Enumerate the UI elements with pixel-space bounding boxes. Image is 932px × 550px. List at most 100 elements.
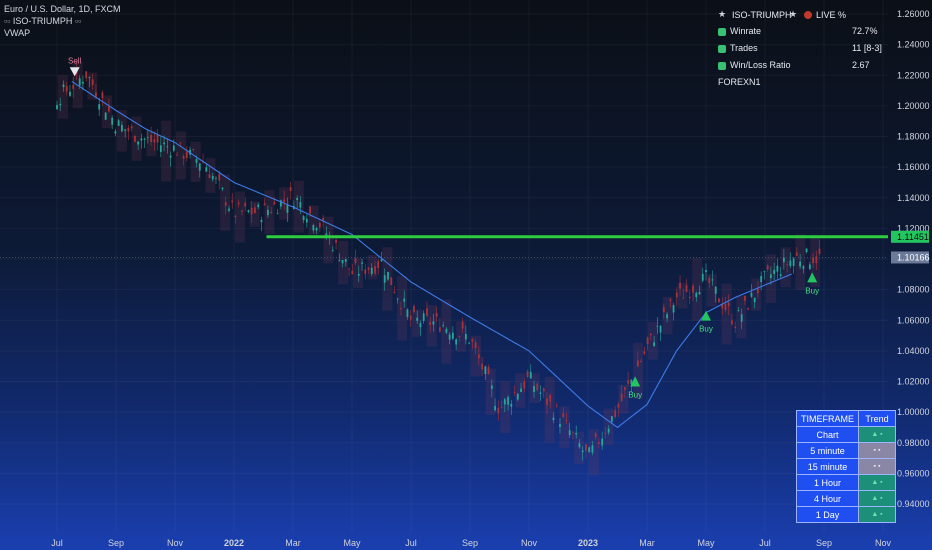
candle-body	[215, 177, 217, 179]
y-tick-label: 1.18000	[897, 132, 930, 142]
candle-body	[296, 198, 299, 201]
candle-body	[211, 176, 214, 180]
candle-body	[354, 258, 357, 263]
candle-body	[250, 207, 253, 215]
candle-body	[383, 275, 386, 283]
buy-arrow-icon	[630, 376, 641, 387]
band-segment	[810, 236, 821, 288]
y-tick-label: 0.94000	[897, 499, 930, 509]
candle-body	[208, 174, 211, 178]
candle-body	[701, 273, 704, 281]
candle-body	[714, 286, 717, 294]
candle-body	[692, 285, 694, 293]
candle-body	[312, 225, 315, 231]
candle-body	[679, 282, 681, 289]
candle-body	[481, 363, 483, 370]
candle-body	[244, 202, 247, 207]
candle-body	[805, 248, 808, 253]
candle-body	[146, 137, 149, 139]
candle-body	[56, 104, 58, 110]
x-tick-label: Nov	[875, 538, 892, 548]
candle-body	[760, 275, 763, 283]
vwap-title[interactable]: VWAP	[4, 28, 31, 38]
sell-arrow-icon	[69, 67, 80, 77]
candle-body	[721, 304, 724, 309]
candle-body	[776, 265, 779, 272]
candle-body	[649, 333, 652, 336]
stats-label: Win/Loss Ratio	[730, 60, 791, 70]
trend-cell-neutral: ▪ ▪	[858, 442, 896, 459]
candle-body	[185, 151, 188, 158]
band-segment	[175, 131, 186, 180]
candle-body	[516, 393, 519, 400]
candle-body	[669, 299, 672, 301]
stats-footer-label: FOREXN1	[718, 77, 761, 87]
x-tick-label: Mar	[285, 538, 301, 548]
candle-body	[688, 296, 691, 299]
candle-body	[95, 92, 97, 97]
candle-body	[724, 304, 727, 310]
signal-label: Sell	[68, 56, 82, 65]
candle-body	[520, 388, 522, 393]
candle-body	[133, 135, 136, 142]
candle-body	[237, 202, 240, 205]
candle-body	[455, 339, 458, 345]
candle-body	[159, 145, 162, 152]
candle-body	[484, 366, 487, 375]
stats-title: ISO-TRIUMPH	[732, 10, 792, 20]
candle-body	[601, 438, 604, 446]
candle-body	[662, 307, 665, 313]
candle-body	[572, 431, 574, 433]
candle-body	[818, 248, 821, 254]
candle-body	[477, 354, 480, 359]
candle-body	[539, 392, 542, 394]
candle-body	[409, 315, 412, 320]
candle-body	[396, 298, 399, 300]
candle-body	[82, 81, 84, 84]
band-segment	[264, 190, 275, 235]
time-axis[interactable]: Jul Sep Nov 2022 Mar May Jul Sep Nov 2023 Mar May Ju…	[51, 538, 891, 548]
candle-body	[672, 305, 675, 313]
band-segment	[692, 258, 703, 322]
table-header-row: TIMEFRAME Trend	[796, 410, 896, 427]
candle-body	[708, 277, 711, 283]
candle-body	[380, 259, 383, 262]
candle-body	[318, 222, 321, 228]
candle-body	[108, 106, 110, 112]
x-tick-label: Sep	[816, 538, 832, 548]
candle-body	[581, 450, 584, 452]
candle-body	[685, 285, 688, 292]
candle-body	[429, 321, 432, 326]
trend-cell-up: ▲ ▪	[858, 490, 896, 507]
stats-row: Trades 11 [8-3]	[718, 42, 888, 59]
indicator-title[interactable]: ▫▫ ISO-TRIUMPH ▫▫	[4, 16, 81, 27]
candle-body	[221, 187, 224, 190]
last-price-label: 1.10166	[897, 252, 930, 262]
band-segment	[500, 381, 511, 434]
candle-body	[426, 308, 428, 316]
y-tick-label: 1.24000	[897, 40, 930, 50]
indicator-label: ISO-TRIUMPH	[12, 16, 73, 26]
x-tick-label: Jul	[405, 538, 417, 548]
live-label: LIVE %	[816, 10, 847, 20]
check-icon	[718, 62, 726, 70]
candle-body	[393, 291, 396, 293]
candle-body	[529, 371, 532, 379]
candle-body	[400, 308, 402, 310]
candle-body	[614, 410, 617, 418]
candle-body	[257, 204, 260, 208]
candle-body	[617, 404, 620, 408]
candle-body	[458, 336, 461, 337]
candle-body	[273, 201, 276, 205]
candle-body	[416, 317, 419, 321]
y-tick-label: 1.14000	[897, 193, 930, 203]
candle-body	[198, 163, 201, 171]
band-segment	[721, 283, 732, 345]
candle-body	[65, 86, 68, 92]
candle-body	[507, 397, 509, 405]
symbol-title[interactable]: Euro / U.S. Dollar, 1D, FXCM	[4, 4, 121, 14]
band-segment	[633, 342, 644, 399]
candle-body	[523, 381, 526, 389]
candle-body	[163, 142, 165, 145]
